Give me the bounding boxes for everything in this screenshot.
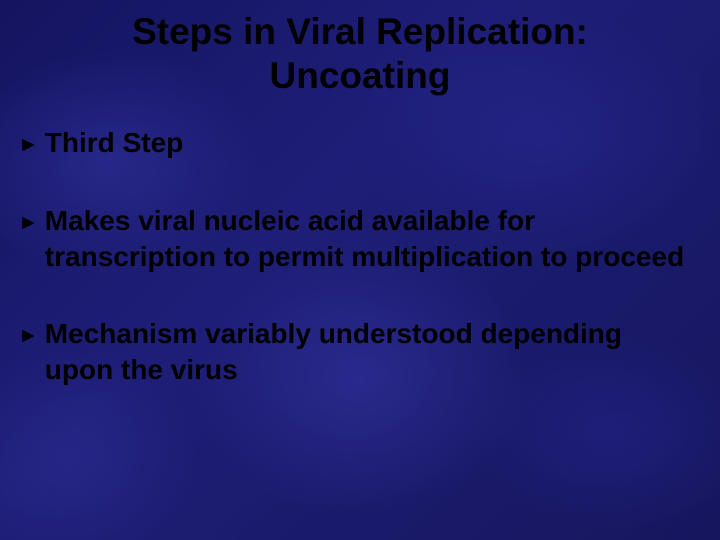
bullet-text: Makes viral nucleic acid available for t… [45, 203, 690, 275]
slide-body: ► Third Step ► Makes viral nucleic acid … [18, 125, 690, 430]
bullet-item: ► Third Step [18, 125, 690, 161]
bullet-text: Mechanism variably understood depending … [45, 316, 690, 388]
slide: Steps in Viral Replication: Uncoating ► … [0, 0, 720, 540]
triangle-right-icon: ► [18, 134, 39, 155]
triangle-right-icon: ► [18, 325, 39, 346]
bullet-item: ► Makes viral nucleic acid available for… [18, 203, 690, 275]
slide-title: Steps in Viral Replication: Uncoating [0, 10, 720, 99]
bullet-item: ► Mechanism variably understood dependin… [18, 316, 690, 388]
bullet-text: Third Step [45, 125, 690, 161]
triangle-right-icon: ► [18, 212, 39, 233]
